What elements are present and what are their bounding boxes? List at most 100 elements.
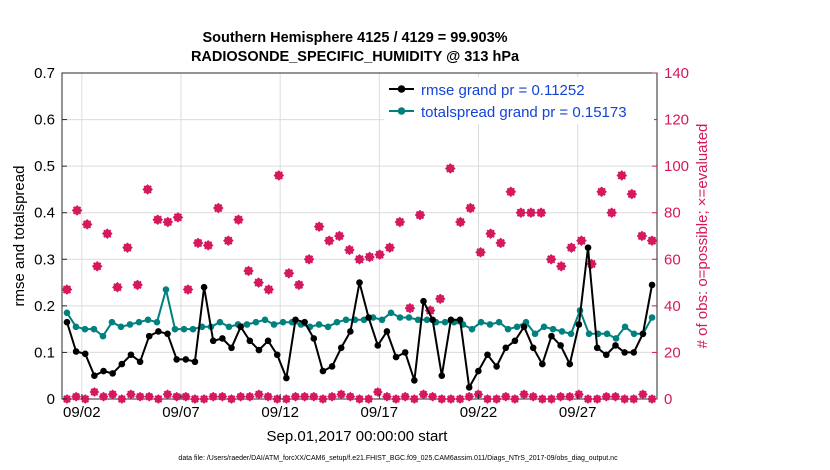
obs-possible-point-cross	[163, 217, 172, 227]
legend: rmse grand pr = 0.11252 totalspread gran…	[384, 77, 654, 124]
obs-possible-point-cross	[153, 215, 162, 224]
obs-evaluated-point-cross	[419, 390, 428, 399]
rmse-point	[639, 330, 647, 338]
obs-evaluated-point-cross	[547, 395, 556, 403]
obs-possible-point-cross	[345, 245, 354, 255]
rmse-point	[182, 356, 190, 363]
data-file-footnote: data file: /Users/raeder/DAI/ATM_forcXX/…	[178, 455, 618, 462]
obs-possible-series	[61, 163, 658, 316]
rmse-point	[81, 350, 89, 358]
rmse-point	[319, 367, 327, 375]
totalspread-point	[468, 325, 476, 333]
obs-evaluated-point-cross	[282, 395, 291, 403]
totalspread-point	[630, 330, 638, 338]
rmse-series	[63, 244, 656, 391]
totalspread-series	[63, 286, 656, 342]
rmse-point	[548, 332, 555, 340]
obs-possible-point-cross	[617, 171, 626, 180]
obs-possible-point-cross	[284, 269, 294, 278]
totalspread-point	[324, 323, 332, 331]
obs-possible-point-cross	[577, 236, 586, 245]
obs-evaluated-point-cross	[620, 395, 629, 403]
rmse-point	[200, 283, 208, 291]
obs-evaluated-point-cross	[72, 392, 80, 401]
y-left-tick-label: 0	[47, 391, 55, 408]
totalspread-point	[585, 330, 593, 338]
obs-evaluated-series	[62, 387, 657, 404]
obs-possible-point-cross	[647, 236, 657, 245]
obs-evaluated-point-cross	[328, 392, 336, 401]
rmse-point	[72, 348, 80, 355]
rmse-point	[529, 344, 537, 352]
rmse-point	[328, 363, 336, 370]
totalspread-point	[342, 316, 350, 324]
obs-possible-point-cross	[123, 243, 132, 252]
obs-possible-point-cross	[456, 217, 465, 227]
obs-possible-point-cross	[82, 220, 92, 229]
y-axis-left: 0 0.1 0.2 0.3 0.4 0.5 0.6 0.7	[34, 65, 67, 408]
totalspread-point	[333, 318, 341, 326]
rmse-point	[438, 372, 446, 380]
obs-possible-point-cross	[365, 252, 374, 262]
x-tick-label: 09/07	[162, 404, 200, 421]
obs-possible-point-cross	[173, 213, 183, 222]
rmse-point	[603, 351, 610, 359]
y-axis-left-label: rmse and totalspread	[11, 166, 28, 307]
totalspread-point	[225, 323, 233, 331]
totalspread-point	[162, 286, 170, 293]
obs-evaluated-point-cross	[447, 395, 455, 403]
totalspread-point	[477, 318, 485, 326]
obs-possible-point-cross	[637, 231, 647, 241]
obs-evaluated-point-cross	[90, 388, 99, 396]
totalspread-point	[261, 316, 269, 324]
rmse-point	[456, 316, 464, 324]
obs-evaluated-point-cross	[575, 390, 583, 399]
obs-possible-point-cross	[607, 208, 616, 217]
obs-evaluated-point-cross	[538, 395, 547, 403]
obs-evaluated-point-cross	[145, 392, 154, 401]
obs-evaluated-point-cross	[373, 388, 382, 396]
totalspread-point	[135, 318, 143, 326]
y-left-tick-label: 0.2	[34, 298, 55, 315]
totalspread-point	[117, 323, 125, 331]
obs-evaluated-point-cross	[392, 395, 400, 403]
totalspread-point	[612, 335, 620, 342]
obs-evaluated-point-cross	[309, 392, 318, 401]
obs-evaluated-point-cross	[602, 392, 611, 401]
rmse-point	[612, 342, 619, 349]
x-tick-label: 09/02	[63, 404, 101, 421]
obs-evaluated-point-cross	[227, 395, 236, 403]
obs-possible-point-cross	[183, 285, 193, 294]
obs-evaluated-point-cross	[611, 392, 620, 401]
rmse-point	[502, 344, 510, 352]
y-right-tick-label: 140	[664, 65, 689, 82]
totalspread-point	[81, 325, 89, 333]
x-tick-label: 09/22	[460, 404, 498, 421]
y-left-tick-label: 0.3	[34, 251, 55, 268]
obs-possible-point-cross	[335, 231, 344, 241]
obs-possible-point-cross	[567, 243, 576, 252]
rmse-point	[411, 377, 418, 384]
obs-evaluated-point-cross	[163, 390, 172, 399]
totalspread-point	[648, 314, 656, 321]
obs-evaluated-point-cross	[181, 392, 190, 401]
legend-totalspread-label: totalspread grand pr = 0.15173	[421, 104, 627, 121]
totalspread-point	[270, 321, 278, 328]
obs-possible-point-cross	[62, 285, 72, 294]
obs-evaluated-point-cross	[319, 395, 327, 403]
rmse-point	[118, 360, 126, 368]
totalspread-point	[189, 325, 197, 333]
totalspread-point	[108, 318, 116, 326]
obs-evaluated-point-cross	[428, 392, 437, 401]
obs-evaluated-point-cross	[108, 390, 117, 399]
obs-possible-point-cross	[415, 210, 425, 220]
obs-possible-point-cross	[627, 189, 637, 199]
rmse-point	[255, 346, 263, 354]
rmse-point	[511, 337, 519, 345]
obs-evaluated-point-cross	[401, 392, 410, 401]
rmse-point	[155, 328, 162, 335]
rmse-point	[145, 332, 153, 340]
obs-possible-point-cross	[93, 262, 102, 271]
totalspread-point	[567, 330, 575, 338]
obs-possible-point-cross	[547, 255, 556, 264]
